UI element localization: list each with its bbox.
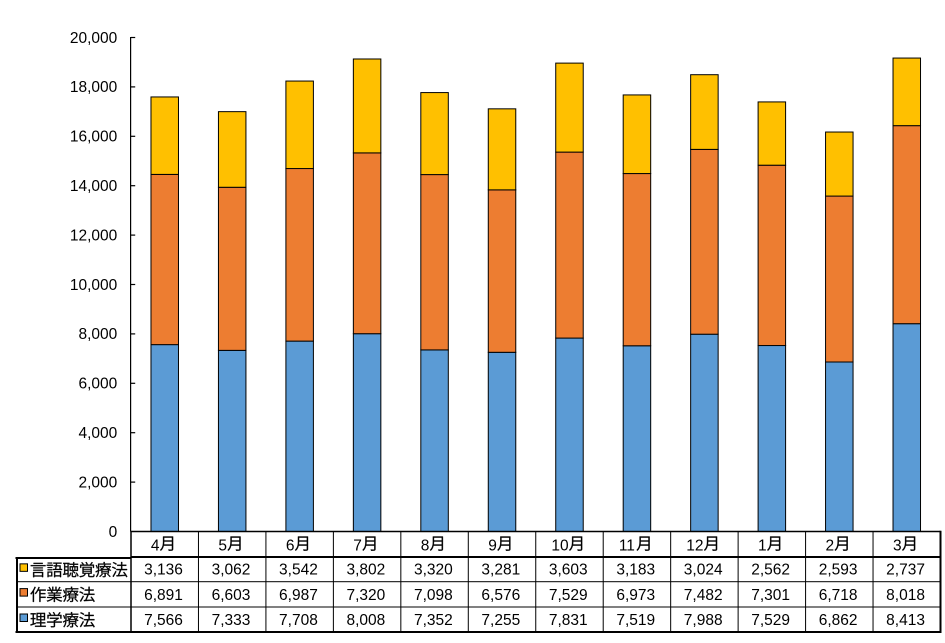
svg-text:6,718: 6,718	[819, 587, 858, 604]
svg-text:2,737: 2,737	[886, 561, 925, 578]
svg-text:7,566: 7,566	[144, 612, 183, 629]
svg-text:11: 11	[619, 537, 635, 554]
svg-text:4,000: 4,000	[79, 425, 118, 442]
svg-text:14,000: 14,000	[70, 178, 118, 195]
svg-text:7,831: 7,831	[549, 612, 588, 629]
svg-text:6,987: 6,987	[279, 587, 318, 604]
svg-text:3,024: 3,024	[684, 561, 723, 578]
svg-text:7,255: 7,255	[481, 612, 520, 629]
svg-text:7,519: 7,519	[616, 612, 655, 629]
svg-text:7: 7	[353, 537, 362, 554]
svg-text:6: 6	[286, 537, 295, 554]
svg-text:0: 0	[109, 524, 118, 541]
svg-text:4: 4	[151, 537, 160, 554]
svg-text:20,000: 20,000	[70, 30, 118, 47]
svg-text:6,973: 6,973	[616, 587, 655, 604]
svg-text:7,529: 7,529	[549, 587, 588, 604]
svg-text:7,482: 7,482	[684, 587, 723, 604]
svg-text:5: 5	[218, 537, 227, 554]
svg-text:8,000: 8,000	[79, 326, 118, 343]
svg-text:8,018: 8,018	[886, 587, 925, 604]
svg-text:6,891: 6,891	[144, 587, 183, 604]
svg-text:1: 1	[758, 537, 767, 554]
svg-text:2,000: 2,000	[79, 474, 118, 491]
svg-text:7,529: 7,529	[751, 612, 790, 629]
svg-text:6,603: 6,603	[212, 587, 251, 604]
svg-text:16,000: 16,000	[70, 129, 118, 146]
svg-text:2: 2	[826, 537, 835, 554]
svg-text:7,988: 7,988	[684, 612, 723, 629]
svg-text:6,000: 6,000	[79, 376, 118, 393]
svg-text:3,603: 3,603	[549, 561, 588, 578]
svg-text:12: 12	[686, 537, 703, 554]
svg-text:7,333: 7,333	[212, 612, 251, 629]
svg-text:9: 9	[488, 537, 497, 554]
svg-text:10,000: 10,000	[70, 277, 118, 294]
svg-text:3: 3	[893, 537, 902, 554]
svg-text:3,320: 3,320	[414, 561, 453, 578]
svg-text:2,562: 2,562	[751, 561, 790, 578]
svg-text:3,281: 3,281	[481, 561, 520, 578]
svg-text:8,008: 8,008	[347, 612, 386, 629]
svg-text:8,413: 8,413	[886, 612, 925, 629]
svg-text:10: 10	[551, 537, 569, 554]
svg-text:6,862: 6,862	[819, 612, 858, 629]
svg-text:7,098: 7,098	[414, 587, 453, 604]
svg-text:12,000: 12,000	[70, 227, 118, 244]
svg-text:6,576: 6,576	[481, 587, 520, 604]
svg-text:2,593: 2,593	[819, 561, 858, 578]
svg-text:7,352: 7,352	[414, 612, 453, 629]
svg-text:8: 8	[421, 537, 430, 554]
svg-text:3,183: 3,183	[616, 561, 655, 578]
svg-text:18,000: 18,000	[70, 79, 118, 96]
svg-text:3,542: 3,542	[279, 561, 318, 578]
svg-text:3,802: 3,802	[347, 561, 386, 578]
svg-text:7,301: 7,301	[751, 587, 790, 604]
svg-text:3,136: 3,136	[144, 561, 183, 578]
svg-text:7,708: 7,708	[279, 612, 318, 629]
svg-text:7,320: 7,320	[347, 587, 386, 604]
svg-text:3,062: 3,062	[212, 561, 251, 578]
